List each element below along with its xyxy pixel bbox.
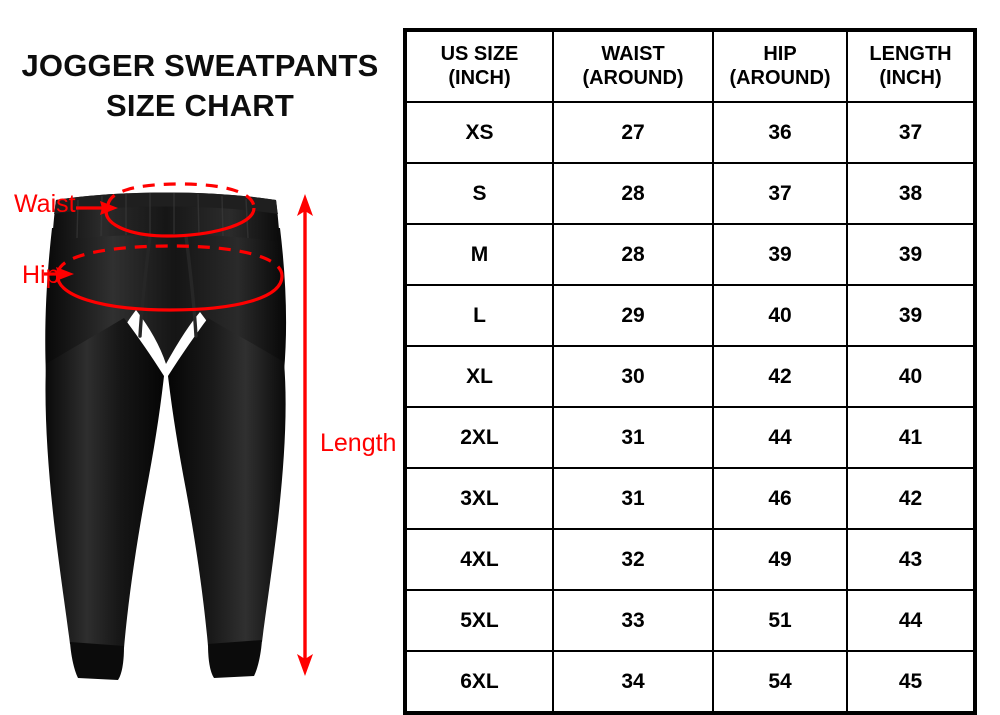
garment-left-leg	[45, 318, 165, 648]
column-header-length-line-1: LENGTH	[869, 42, 952, 65]
column-header-hip: HIP (AROUND)	[712, 29, 848, 103]
measurement-annotations	[44, 182, 313, 676]
table-row: M 28 39 39	[404, 223, 976, 286]
page-title-line-2: SIZE CHART	[106, 87, 294, 123]
table-row: S 28 37 38	[404, 162, 976, 225]
cell-waist: 32	[552, 528, 714, 591]
cell-hip: 40	[712, 284, 848, 347]
cell-waist: 27	[552, 101, 714, 164]
cell-size: XS	[404, 101, 554, 164]
cell-waist: 31	[552, 467, 714, 530]
column-header-length: LENGTH (INCH)	[846, 29, 976, 103]
cell-size: 4XL	[404, 528, 554, 591]
cell-length: 45	[846, 650, 976, 714]
table-row: 6XL 34 54 45	[404, 650, 976, 714]
jogger-sweatpants-diagram	[0, 150, 400, 700]
hip-ellipse-front-arc	[56, 271, 284, 312]
cell-length: 37	[846, 101, 976, 164]
page-title-line-1: JOGGER SWEATPANTS	[21, 48, 379, 83]
table-header: US SIZE (INCH) WAIST (AROUND) HIP (AROUN…	[404, 29, 976, 103]
length-annotation-label: Length	[320, 429, 397, 457]
garment-right-cuff	[208, 640, 262, 678]
column-header-hip-line-2: (AROUND)	[729, 66, 831, 89]
cell-size: S	[404, 162, 554, 225]
hip-ellipse-back-arc	[56, 244, 284, 277]
waist-annotation-label: Waist	[14, 190, 76, 218]
table-row: XL 30 42 40	[404, 345, 976, 408]
cell-hip: 36	[712, 101, 848, 164]
cell-size: 5XL	[404, 589, 554, 652]
cell-waist: 28	[552, 162, 714, 225]
cell-hip: 46	[712, 467, 848, 530]
cell-length: 44	[846, 589, 976, 652]
cell-size: 2XL	[404, 406, 554, 469]
cell-length: 43	[846, 528, 976, 591]
length-arrow-head-bottom	[297, 654, 313, 676]
cell-hip: 39	[712, 223, 848, 286]
cell-waist: 28	[552, 223, 714, 286]
cell-waist: 34	[552, 650, 714, 714]
column-header-length-line-2: (INCH)	[879, 66, 942, 89]
cell-size: L	[404, 284, 554, 347]
cell-waist: 30	[552, 345, 714, 408]
cell-length: 39	[846, 284, 976, 347]
jogger-sweatpants-illustration	[44, 182, 313, 680]
hip-pointer-arrowhead	[56, 267, 74, 281]
table-row: 3XL 31 46 42	[404, 467, 976, 530]
cell-hip: 49	[712, 528, 848, 591]
column-header-waist-line-2: (AROUND)	[582, 66, 684, 89]
table-row: 5XL 33 51 44	[404, 589, 976, 652]
waist-pointer-arrowhead	[100, 201, 118, 215]
cell-size: M	[404, 223, 554, 286]
cell-waist: 31	[552, 406, 714, 469]
cell-size: 6XL	[404, 650, 554, 714]
table-header-row: US SIZE (INCH) WAIST (AROUND) HIP (AROUN…	[404, 29, 976, 103]
cell-waist: 29	[552, 284, 714, 347]
illustration-panel: JOGGER SWEATPANTS SIZE CHART	[0, 0, 400, 705]
table-body: XS 27 36 37 S 28 37 38 M 28 39 39 L 29 40 39 XL 30 42 40 2XL…	[404, 101, 976, 714]
garment-right-leg	[168, 318, 286, 646]
column-header-us-size-line-1: US SIZE	[440, 42, 519, 65]
column-header-hip-line-1: HIP	[763, 42, 797, 65]
page-title: JOGGER SWEATPANTS SIZE CHART	[0, 46, 400, 125]
hip-annotation-label: Hip	[22, 261, 60, 289]
column-header-us-size-line-2: (INCH)	[448, 66, 511, 89]
cell-hip: 54	[712, 650, 848, 714]
cell-length: 39	[846, 223, 976, 286]
cell-length: 41	[846, 406, 976, 469]
waist-ellipse-back-arc	[106, 182, 256, 209]
cell-waist: 33	[552, 589, 714, 652]
garment-left-cuff	[70, 642, 124, 680]
column-header-waist-line-1: WAIST	[601, 42, 665, 65]
cell-hip: 37	[712, 162, 848, 225]
table-row: L 29 40 39	[404, 284, 976, 347]
cell-size: 3XL	[404, 467, 554, 530]
size-chart-table-container: US SIZE (INCH) WAIST (AROUND) HIP (AROUN…	[403, 28, 977, 715]
waist-ellipse-front-arc	[104, 204, 256, 238]
cell-length: 42	[846, 467, 976, 530]
column-header-us-size: US SIZE (INCH)	[404, 29, 554, 103]
cell-hip: 42	[712, 345, 848, 408]
size-chart-table: US SIZE (INCH) WAIST (AROUND) HIP (AROUN…	[403, 28, 977, 715]
column-header-waist: WAIST (AROUND)	[552, 29, 714, 103]
table-row: 2XL 31 44 41	[404, 406, 976, 469]
cell-length: 38	[846, 162, 976, 225]
cell-size: XL	[404, 345, 554, 408]
cell-length: 40	[846, 345, 976, 408]
table-row: 4XL 32 49 43	[404, 528, 976, 591]
table-row: XS 27 36 37	[404, 101, 976, 164]
length-arrow-head-top	[297, 194, 313, 216]
cell-hip: 44	[712, 406, 848, 469]
cell-hip: 51	[712, 589, 848, 652]
